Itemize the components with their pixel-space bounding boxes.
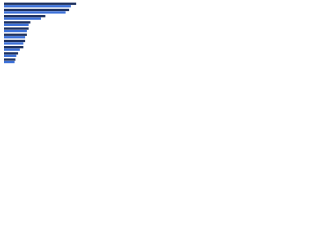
bar [4, 23, 29, 26]
bar [4, 21, 31, 24]
page: {"chart_data": {"type": "bar", "orientat… [0, 0, 100, 71]
bar [4, 8, 70, 12]
bar [4, 11, 66, 14]
bar [4, 29, 27, 33]
bar [4, 39, 26, 43]
bar [4, 48, 20, 51]
bar [4, 54, 17, 57]
bar [4, 5, 71, 8]
bar [4, 2, 77, 5]
bar [4, 36, 26, 39]
bar [4, 15, 46, 18]
bar [4, 46, 24, 49]
bar [4, 60, 15, 64]
bar [4, 58, 16, 61]
bar [4, 42, 24, 45]
bar [4, 33, 27, 36]
bar [4, 17, 41, 20]
bar [4, 27, 29, 30]
chart [4, 2, 77, 64]
bar [4, 52, 19, 55]
